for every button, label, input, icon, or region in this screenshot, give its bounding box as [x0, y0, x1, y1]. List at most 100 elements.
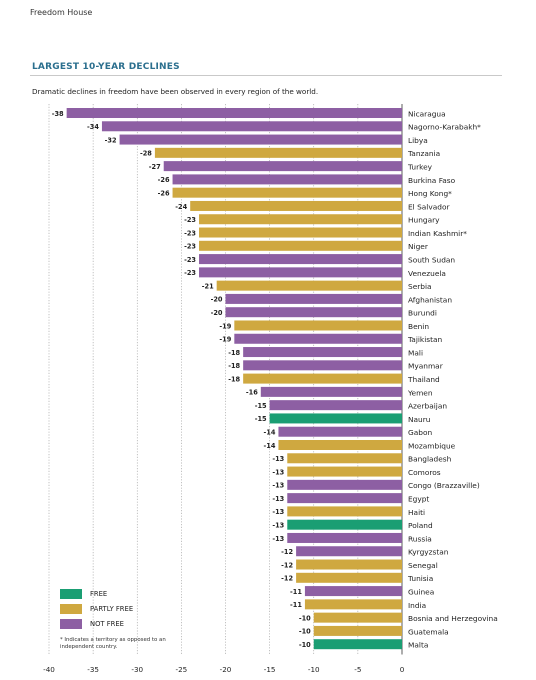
- bar-niger: [199, 240, 402, 251]
- value-label-gabon: -14: [264, 429, 276, 437]
- country-label-haiti: Haiti: [408, 508, 425, 517]
- country-label-turkey: Turkey: [407, 163, 433, 172]
- bar-burundi: [225, 307, 402, 318]
- bar-nagorno-karabakh: [101, 121, 402, 132]
- bar-south-sudan: [199, 254, 402, 265]
- bar-serbia: [216, 280, 402, 291]
- value-label-congo-brazzaville: -13: [272, 482, 284, 490]
- country-label-senegal: Senegal: [408, 561, 438, 570]
- country-label-el-salvador: El Salvador: [408, 202, 450, 211]
- country-labels-group: Nicaragua Nagorno-Karabakh* Libya Tanzania T…: [407, 109, 498, 649]
- country-label-burkina-faso: Burkina Faso: [408, 176, 456, 185]
- value-label-mali: -18: [228, 349, 240, 357]
- country-label-poland: Poland: [408, 521, 433, 530]
- country-label-south-sudan: South Sudan: [408, 255, 455, 264]
- value-label-hong-kong: -26: [158, 189, 170, 197]
- chart-subtitle: Dramatic declines in freedom have been o…: [32, 87, 319, 96]
- source-label: Freedom House: [30, 8, 93, 17]
- x-tick-minus-15: -15: [264, 665, 276, 674]
- value-label-india: -11: [290, 601, 302, 609]
- value-label-nauru: -15: [255, 415, 267, 423]
- value-label-el-salvador: -24: [175, 203, 187, 211]
- country-label-comoros: Comoros: [408, 468, 441, 477]
- value-label-azerbaijan: -15: [255, 402, 267, 410]
- country-label-tajikistan: Tajikistan: [407, 335, 443, 344]
- country-label-nicaragua: Nicaragua: [408, 109, 446, 118]
- bar-hungary: [199, 214, 402, 225]
- bar-mali: [243, 347, 402, 358]
- bar-india: [304, 599, 402, 610]
- x-tick-minus-10: -10: [308, 665, 320, 674]
- legend-item-not-free: NOT FREE: [60, 616, 190, 631]
- country-label-serbia: Serbia: [408, 282, 432, 291]
- value-label-tajikistan: -19: [219, 336, 231, 344]
- value-label-south-sudan: -23: [184, 256, 196, 264]
- country-label-malta: Malta: [408, 641, 428, 650]
- value-label-bangladesh: -13: [272, 455, 284, 463]
- bar-tajikistan: [234, 333, 402, 344]
- legend-swatch-free: [60, 588, 82, 599]
- bar-yemen: [260, 386, 402, 397]
- value-label-yemen: -16: [246, 389, 258, 397]
- country-label-niger: Niger: [408, 242, 429, 251]
- value-label-kyrgyzstan: -12: [281, 548, 293, 556]
- bar-haiti: [287, 506, 402, 517]
- bar-burkina-faso: [172, 174, 402, 185]
- value-label-russia: -13: [272, 535, 284, 543]
- value-labels-group: -38-34-32-28-27-26-26-24-23-23-23-23-23-…: [52, 110, 311, 649]
- bar-russia: [287, 532, 402, 543]
- country-label-indian-kashmir: Indian Kashmir*: [408, 229, 467, 238]
- bar-venezuela: [199, 267, 402, 278]
- value-label-libya: -32: [105, 136, 117, 144]
- bar-mozambique: [278, 440, 402, 450]
- bar-malta: [313, 639, 402, 650]
- value-label-haiti: -13: [272, 508, 284, 516]
- country-label-thailand: Thailand: [407, 375, 440, 384]
- legend-item-free: FREE: [60, 586, 190, 601]
- bar-congo-brazzaville: [287, 479, 402, 490]
- value-label-venezuela: -23: [184, 269, 196, 277]
- value-label-senegal: -12: [281, 561, 293, 569]
- value-label-mozambique: -14: [264, 442, 276, 450]
- x-tick-minus-40: -40: [43, 665, 55, 674]
- bar-senegal: [296, 559, 402, 570]
- bar-poland: [287, 519, 402, 530]
- section-title: LARGEST 10-YEAR DECLINES: [32, 62, 180, 72]
- bar-afghanistan: [225, 293, 402, 304]
- bar-hong-kong: [172, 187, 402, 198]
- country-label-tunisia: Tunisia: [407, 574, 433, 583]
- country-label-nauru: Nauru: [408, 415, 431, 424]
- bar-libya: [119, 134, 402, 145]
- country-label-azerbaijan: Azerbaijan: [408, 402, 447, 411]
- country-label-afghanistan: Afghanistan: [408, 295, 452, 304]
- value-label-myanmar: -18: [228, 362, 240, 370]
- country-label-mozambique: Mozambique: [408, 441, 456, 450]
- country-label-hungary: Hungary: [408, 216, 440, 225]
- value-label-guatemala: -10: [299, 628, 311, 636]
- value-label-hungary: -23: [184, 216, 196, 224]
- legend-swatch-partly-free: [60, 603, 82, 614]
- country-label-venezuela: Venezuela: [408, 269, 446, 278]
- value-label-afghanistan: -20: [211, 296, 223, 304]
- legend-swatch-not-free: [60, 618, 82, 629]
- value-label-burkina-faso: -26: [158, 176, 170, 184]
- country-label-guatemala: Guatemala: [408, 627, 449, 636]
- value-label-egypt: -13: [272, 495, 284, 503]
- country-label-egypt: Egypt: [408, 495, 429, 504]
- legend: FREE PARTLY FREE NOT FREE * Indicates a …: [60, 586, 190, 652]
- country-label-india: India: [408, 601, 426, 610]
- value-label-indian-kashmir: -23: [184, 229, 196, 237]
- bar-bosnia-and-herzegovina: [313, 612, 402, 623]
- country-label-benin: Benin: [408, 322, 429, 331]
- country-label-kyrgyzstan: Kyrgyzstan: [408, 548, 449, 557]
- country-label-guinea: Guinea: [408, 587, 434, 596]
- bar-thailand: [243, 373, 402, 384]
- legend-footnote: * Indicates a territory as opposed to an…: [60, 637, 166, 651]
- bar-tanzania: [154, 147, 402, 158]
- bar-kyrgyzstan: [296, 546, 402, 557]
- value-label-poland: -13: [272, 521, 284, 529]
- value-label-thailand: -18: [228, 375, 240, 383]
- country-label-yemen: Yemen: [407, 388, 433, 397]
- country-label-mali: Mali: [408, 348, 423, 357]
